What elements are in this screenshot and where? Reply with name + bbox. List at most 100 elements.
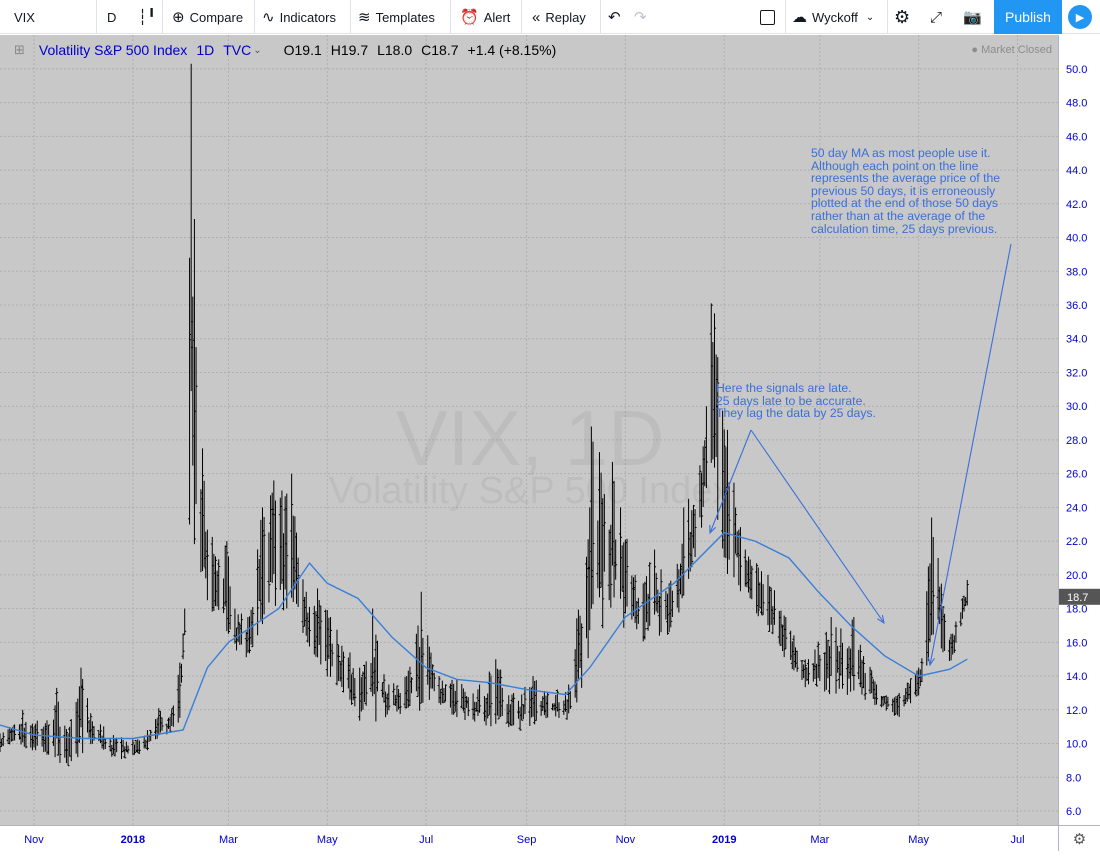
price-bar (841, 642, 845, 689)
price-bar (962, 595, 966, 612)
undo-button[interactable]: ↶ (608, 0, 626, 34)
price-bar (623, 539, 627, 614)
price-bar (346, 657, 350, 689)
price-bar (711, 341, 715, 460)
price-bar (680, 543, 684, 599)
price-bar (698, 465, 702, 518)
price-bar (644, 576, 648, 623)
price-bar (421, 637, 425, 703)
price-bar (204, 531, 208, 579)
play-button[interactable]: ▶ (1068, 5, 1092, 29)
last-price-tag (1059, 588, 1100, 605)
price-bar (758, 582, 762, 609)
price-bar (120, 737, 124, 759)
price-bar (745, 561, 749, 588)
price-bar (507, 695, 511, 728)
price-bar (376, 640, 380, 692)
compare-button[interactable]: ⊕ Compare (172, 0, 243, 34)
price-bar (528, 687, 532, 726)
price-bar (894, 696, 898, 715)
price-bar (554, 694, 558, 717)
interval-label: D (107, 9, 117, 25)
layout-menu[interactable]: ☁ Wyckoff ⌄ (792, 0, 874, 34)
price-bar (959, 612, 963, 627)
legend-interval: 1D (196, 42, 215, 58)
price-bar (523, 686, 527, 715)
expand-button[interactable]: ⤢ (930, 0, 947, 34)
price-bar (199, 489, 203, 573)
time-tick-label: Sep (517, 834, 537, 846)
price-bar (341, 651, 345, 693)
lag-arrow-left-head (709, 524, 717, 535)
price-bar (359, 677, 363, 712)
price-bar (205, 529, 209, 601)
price-bar (965, 579, 969, 606)
price-tick-label: 36.0 (1066, 300, 1087, 312)
price-bar (81, 679, 85, 754)
price-bar (678, 563, 682, 595)
moving-average-line (0, 531, 968, 740)
price-bar (913, 674, 917, 695)
price-bar (837, 651, 841, 689)
redo-button[interactable]: ↷ (634, 0, 652, 34)
legend-collapse-icon[interactable]: ⊞ (14, 42, 25, 57)
lag-annotation[interactable]: Here the signals are late. 25 days late … (716, 381, 876, 421)
interval-button[interactable]: D (107, 0, 116, 34)
price-bar (260, 507, 264, 625)
price-tick-label: 44.0 (1066, 165, 1087, 177)
legend-name[interactable]: Volatility S&P 500 Index (38, 42, 188, 58)
price-bar (732, 482, 736, 578)
templates-button[interactable]: ≋ Templates (358, 0, 435, 34)
toolbar-divider (521, 0, 522, 34)
price-bar (761, 584, 765, 616)
price-bar (567, 684, 571, 714)
price-bar (591, 441, 595, 605)
bar-style-icon: ┆╹ (138, 8, 157, 26)
price-bar (246, 617, 250, 653)
bar-style-button[interactable]: ┆╹ (138, 0, 161, 34)
legend-low: L18.0 (377, 42, 413, 58)
price-bar (228, 586, 232, 630)
price-bar (803, 659, 807, 688)
price-bar (9, 728, 13, 742)
price-tick-label: 22.0 (1066, 536, 1087, 548)
price-axis[interactable]: 6.0 8.0 10.0 12.0 14.0 16.0 18.0 20.0 22.0 24.0 26… (1058, 35, 1100, 825)
settings-button[interactable]: ⚙ (894, 0, 915, 34)
replay-button[interactable]: «Replay (532, 0, 586, 34)
price-bar (257, 558, 261, 601)
price-bar (47, 724, 51, 755)
price-bar (816, 641, 820, 679)
price-bar (280, 490, 284, 584)
legend-chevron-icon[interactable]: ⌄ (253, 44, 262, 56)
watermark-symbol: VIX, 1D (396, 394, 665, 482)
price-bar (226, 556, 230, 634)
price-chart[interactable]: VIX, 1D Volatility S&P 500 Index (0, 35, 1058, 825)
ohlc-bars (0, 63, 969, 767)
lag-arrow-left (709, 429, 752, 534)
ma-annotation[interactable]: 50 day MA as most people use it. Althoug… (811, 146, 1001, 236)
fullscreen-toggle[interactable] (760, 0, 775, 34)
price-bar (777, 610, 781, 644)
price-bar (601, 498, 605, 629)
indicators-button[interactable]: ∿ Indicators (262, 0, 336, 34)
alert-button[interactable]: ⏰ Alert (460, 0, 510, 34)
lag-arrow-right-head (876, 615, 885, 625)
price-bar (784, 617, 788, 650)
price-bar (115, 737, 119, 753)
time-axis[interactable]: Nov 2018 Mar May Jul Sep Nov 2019 Mar May Jul (0, 825, 1058, 851)
scale-settings-button[interactable]: ⚙ (1058, 825, 1100, 851)
redo-icon: ↷ (634, 8, 647, 26)
price-bar (704, 406, 708, 489)
price-bar (700, 472, 704, 528)
chart-pane[interactable]: VIX, 1D Volatility S&P 500 Index (0, 35, 1058, 825)
price-bar (256, 549, 260, 636)
symbol-search[interactable]: VIX (14, 0, 35, 34)
price-bar (690, 510, 694, 568)
price-tick-label: 28.0 (1066, 435, 1087, 447)
publish-button[interactable]: Publish (994, 0, 1062, 34)
snapshot-button[interactable]: 📷 (963, 0, 987, 34)
price-bar (66, 733, 70, 767)
price-scale: 6.0 8.0 10.0 12.0 14.0 16.0 18.0 20.0 22.0 24.0 26… (1059, 64, 1100, 818)
price-bar (382, 674, 386, 703)
market-status-label: Market Closed (981, 44, 1052, 56)
